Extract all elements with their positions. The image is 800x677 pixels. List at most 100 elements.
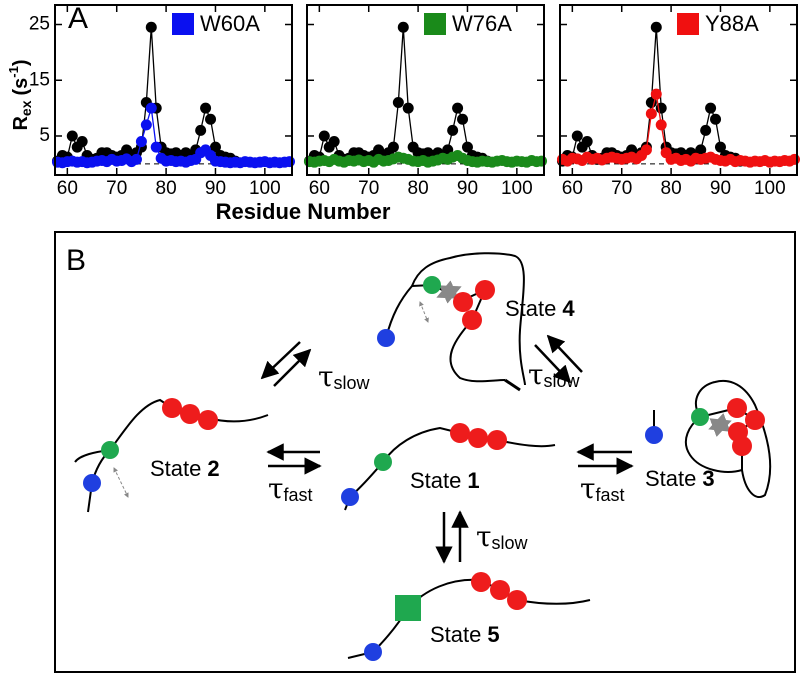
data-point [705,102,717,114]
red-residue [471,572,491,592]
x-tick-label: 80 [661,178,682,199]
legend-swatch [172,13,194,35]
data-point [195,124,207,136]
state-word: State [410,468,461,493]
state-number: 2 [207,456,219,481]
y-tick-label: 25 [29,14,50,35]
interaction-arrow [708,413,732,437]
state-label: State 3 [645,466,715,491]
panel-frame [54,231,796,673]
y-label-symbol: R [10,116,32,131]
data-point [318,130,330,142]
blue-residue [83,474,101,492]
rate-label: τslow [528,358,581,391]
x-tick-label: 80 [156,178,177,199]
data-point [695,144,707,156]
y-label-sub: ex [18,100,34,116]
data-point [650,88,662,100]
data-point [700,124,712,136]
data-point [645,108,657,120]
x-tick-label: 100 [754,178,786,199]
equilibrium-arrows [260,334,634,564]
data-point [328,136,340,148]
x-tick-label: 100 [501,178,533,199]
x-tick-label: 90 [710,178,731,199]
state-5-structure [347,578,591,659]
red-residue [732,436,752,456]
x-tick-label: 90 [205,178,226,199]
interaction-arrow [419,301,429,323]
state-label: State 2 [150,456,220,481]
plot-frame [54,4,293,176]
data-point [452,102,464,114]
y-label-close: ) [10,59,32,66]
state-label: State 1 [410,468,480,493]
red-residue [162,398,182,418]
y-label-unit: (s [10,78,32,96]
green-residue [395,595,421,621]
data-point [536,155,548,167]
x-tick-label: 60 [562,178,583,199]
legend-label: Y88A [705,11,759,36]
panel-b: B State 4 State 2 [54,231,796,673]
data-point [145,21,157,33]
green-residue [423,276,441,294]
data-point [145,102,157,114]
rate-sub: fast [284,485,313,505]
data-point [402,102,414,114]
state-number: 3 [702,466,714,491]
legend-label: W60A [200,11,260,36]
red-residue [490,580,510,600]
x-tick-label: 70 [358,178,379,199]
red-residue [180,404,200,424]
panel-label: B [66,244,86,277]
rate-sub: slow [492,533,529,553]
chart: 5 15 25 60 70 80 90 100 W60A [29,4,296,199]
state-label: State 4 [505,296,575,321]
rate-symbol: τ [476,520,492,553]
x-axis-label: Residue Number [216,199,391,224]
legend-swatch [677,13,699,35]
data-point [650,21,662,33]
red-residue [475,280,495,300]
state-word: State [430,622,481,647]
red-residue [745,410,765,430]
interaction-arrow [436,280,462,304]
green-residue [691,408,709,426]
red-residue [462,310,482,330]
rate-sub: fast [596,485,625,505]
data-point [571,130,583,142]
data-point [387,141,399,153]
data-point [581,136,593,148]
legend-label: W76A [452,11,512,36]
data-point [76,136,88,148]
panel-label: A [68,2,88,35]
rate-label: τfast [580,472,625,505]
state-word: State [505,296,556,321]
data-point [710,113,722,125]
green-residue [101,441,119,459]
data-point [200,102,212,114]
rate-label: τfast [268,472,313,505]
state-word: State [150,456,201,481]
y-axis-label: Rex (s-1) [6,59,33,130]
red-residue [450,423,470,443]
data-point [447,124,459,136]
x-tick-label: 100 [249,178,281,199]
legend-swatch [424,13,446,35]
state-word: State [645,466,696,491]
data-point [130,153,142,165]
state-number: 4 [562,296,575,321]
data-point [209,141,221,153]
green-residue [374,453,392,471]
state-4-structure [385,252,526,392]
rate-symbol: τ [580,472,596,505]
rate-label: τslow [318,360,371,393]
data-point [66,130,78,142]
plot-frame [306,4,545,176]
x-tick-label: 90 [457,178,478,199]
data-point [140,119,152,131]
blue-residue [364,643,382,661]
interaction-arrow [113,467,129,498]
